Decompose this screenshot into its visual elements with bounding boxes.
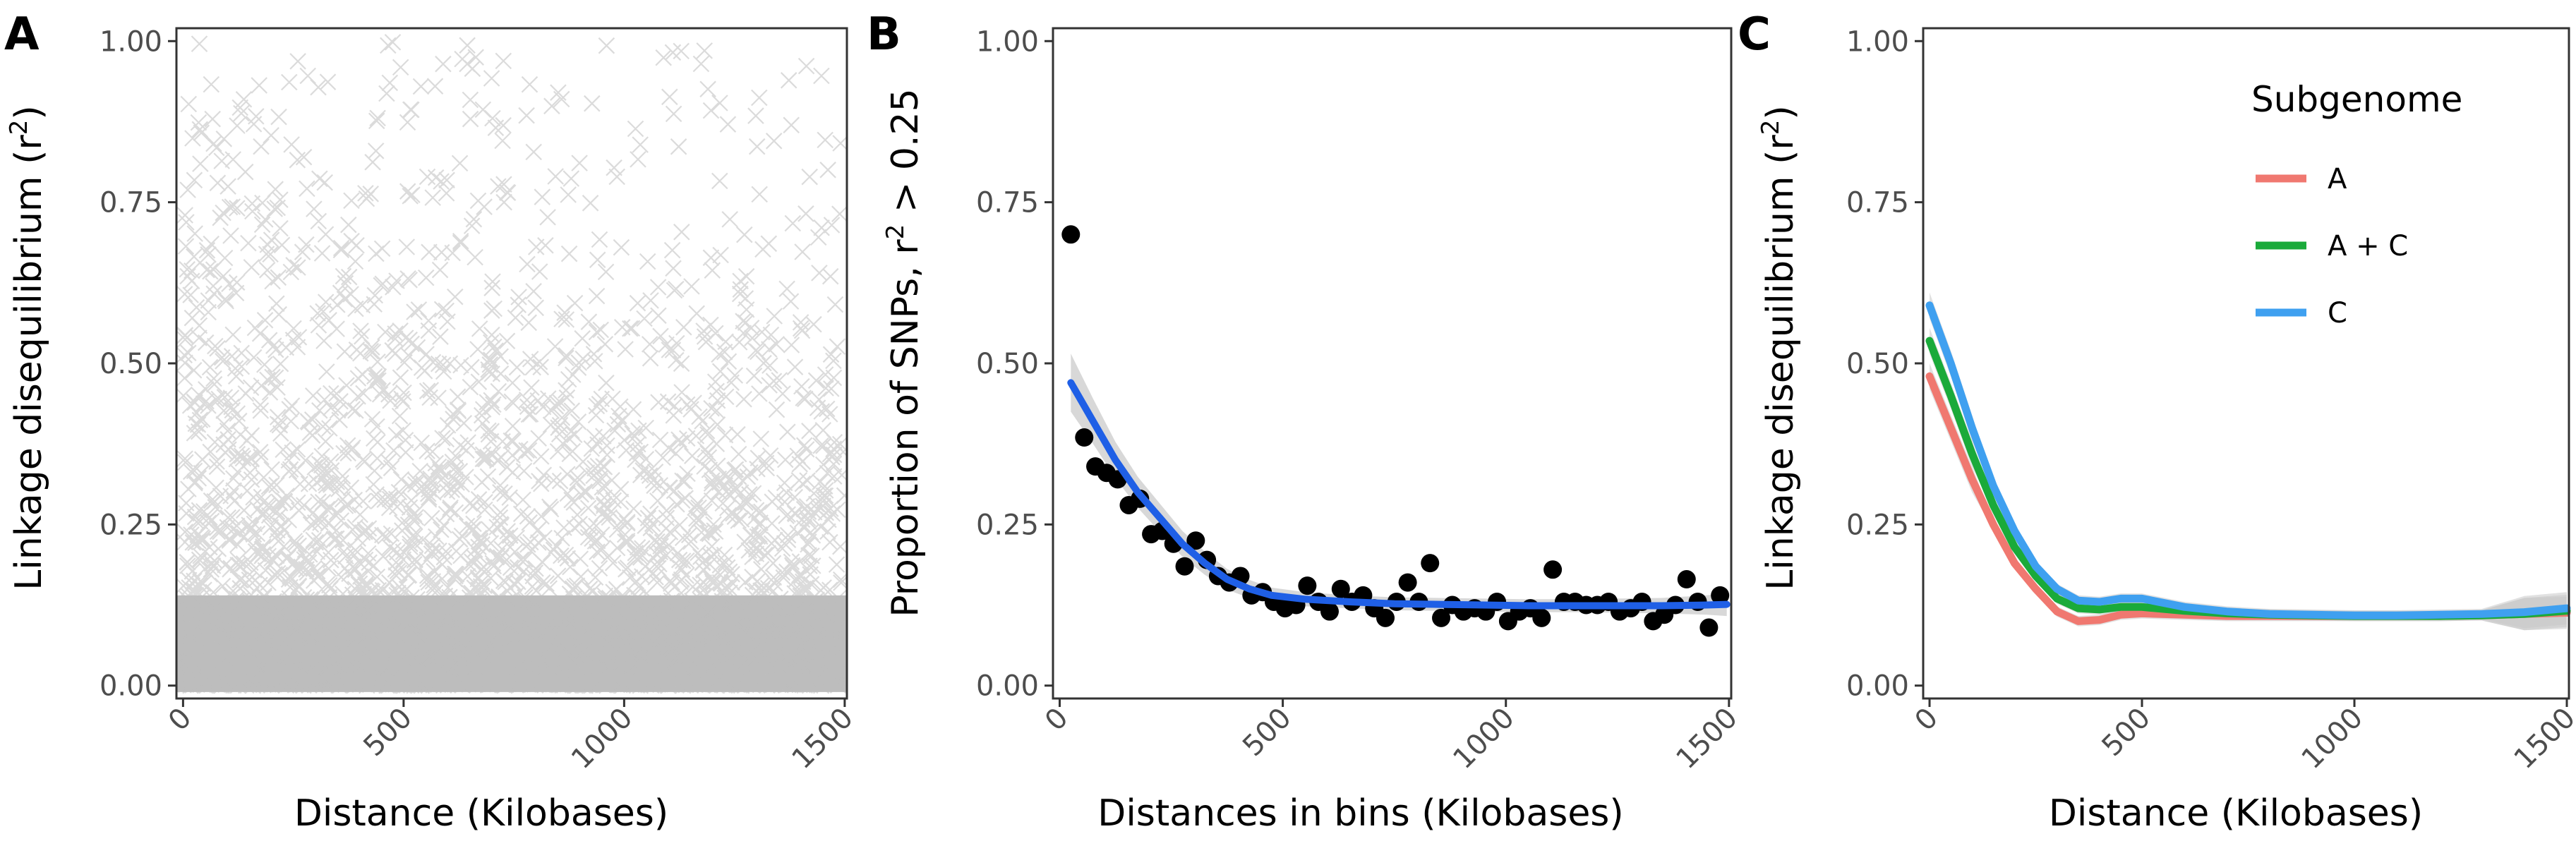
series-line — [1925, 301, 2571, 619]
panel-letter-b: B — [867, 8, 901, 61]
y-tick-label: 0.75 — [100, 187, 162, 219]
panel-a-linkage-scatter: A Linkage disequilibrium (r2) Distance (… — [4, 8, 860, 835]
bin-point — [1061, 225, 1081, 244]
ld-point-cloud — [176, 34, 847, 694]
bin-point — [1699, 618, 1719, 637]
y-tick-label: 0.75 — [1846, 187, 1909, 219]
panel-c-legend: Subgenome A A + C C — [2251, 79, 2462, 329]
y-tick-label: 0.00 — [976, 670, 1039, 703]
bin-point — [1376, 608, 1395, 627]
x-tick-label: 500 — [1236, 702, 1298, 763]
panel-a-y-axis-title: Linkage disequilibrium (r2) — [5, 105, 50, 590]
panel-b-plot-area — [1061, 225, 1731, 637]
bin-point — [1331, 579, 1350, 598]
y-tick-label: 0.25 — [1846, 509, 1909, 541]
y-tick-label: 0.25 — [976, 509, 1039, 541]
bin-point — [1298, 576, 1317, 595]
bin-point — [1543, 560, 1563, 579]
fit-confidence-ribbon — [1071, 353, 1727, 617]
y-tick-label: 0.50 — [1846, 348, 1909, 380]
panel-c-frame — [1922, 27, 2570, 700]
x-tick-label: 1500 — [1670, 702, 1744, 776]
x-tick-label: 1500 — [786, 702, 860, 776]
y-tick-label: 0.50 — [100, 348, 162, 380]
bin-point — [1186, 531, 1205, 550]
y-tick-label: 0.25 — [100, 509, 162, 541]
panel-c-y-axis-title: Linkage disequilibrium (r2) — [1757, 105, 1802, 590]
x-tick-label: 0 — [1039, 702, 1075, 738]
bin-point — [1175, 557, 1194, 576]
panel-letter-c: C — [1738, 8, 1771, 61]
bin-point — [1075, 428, 1094, 447]
x-tick-label: 1000 — [1447, 702, 1521, 776]
bin-point — [1421, 554, 1440, 573]
legend-label: A — [2328, 163, 2347, 195]
panel-c-plot-area — [1925, 292, 2571, 631]
x-tick-label: 1500 — [2508, 702, 2576, 776]
legend-label: A + C — [2328, 230, 2408, 262]
series-line — [1925, 372, 2571, 625]
y-tick-label: 0.00 — [100, 670, 162, 703]
y-tick-label: 1.00 — [1846, 25, 1909, 58]
panel-b-proportion-scatter: B Proportion of SNPs, r2 > 0.25 Distance… — [867, 8, 1744, 835]
x-tick-label: 0 — [162, 702, 198, 738]
x-tick-label: 1000 — [565, 702, 639, 776]
panel-a-plot-area — [176, 34, 847, 694]
bin-point — [1711, 586, 1730, 605]
panel-a-x-axis-title: Distance (Kilobases) — [294, 792, 668, 835]
legend-label: C — [2328, 297, 2347, 329]
series-ribbon — [1930, 363, 2567, 631]
x-tick-label: 500 — [357, 702, 419, 763]
panel-b-x-axis-title: Distances in bins (Kilobases) — [1097, 792, 1623, 835]
loess-fit-line — [1067, 379, 1731, 610]
y-tick-label: 0.00 — [1846, 670, 1909, 703]
series-ribbon — [1930, 327, 2567, 631]
bin-point — [1532, 608, 1551, 627]
bin-point — [1677, 570, 1696, 589]
bin-point — [1432, 608, 1451, 627]
y-tick-label: 0.50 — [976, 348, 1039, 380]
x-tick-label: 500 — [2096, 702, 2157, 763]
x-tick-label: 1000 — [2296, 702, 2370, 776]
ld-x-markers — [176, 34, 847, 694]
panel-letter-a: A — [4, 8, 40, 61]
x-tick-label: 0 — [1909, 702, 1945, 738]
panel-c-ld-decay-lines: C Linkage disequilibrium (r2) Distance (… — [1738, 8, 2576, 835]
y-tick-label: 1.00 — [100, 25, 162, 58]
y-tick-label: 1.00 — [976, 25, 1039, 58]
panel-b-y-axis-title: Proportion of SNPs, r2 > 0.25 — [881, 88, 927, 617]
bin-point — [1398, 573, 1417, 592]
panel-c-x-axis-title: Distance (Kilobases) — [2049, 792, 2423, 835]
legend-title: Subgenome — [2251, 79, 2462, 120]
bin-point — [1320, 602, 1339, 621]
y-tick-label: 0.75 — [976, 187, 1039, 219]
